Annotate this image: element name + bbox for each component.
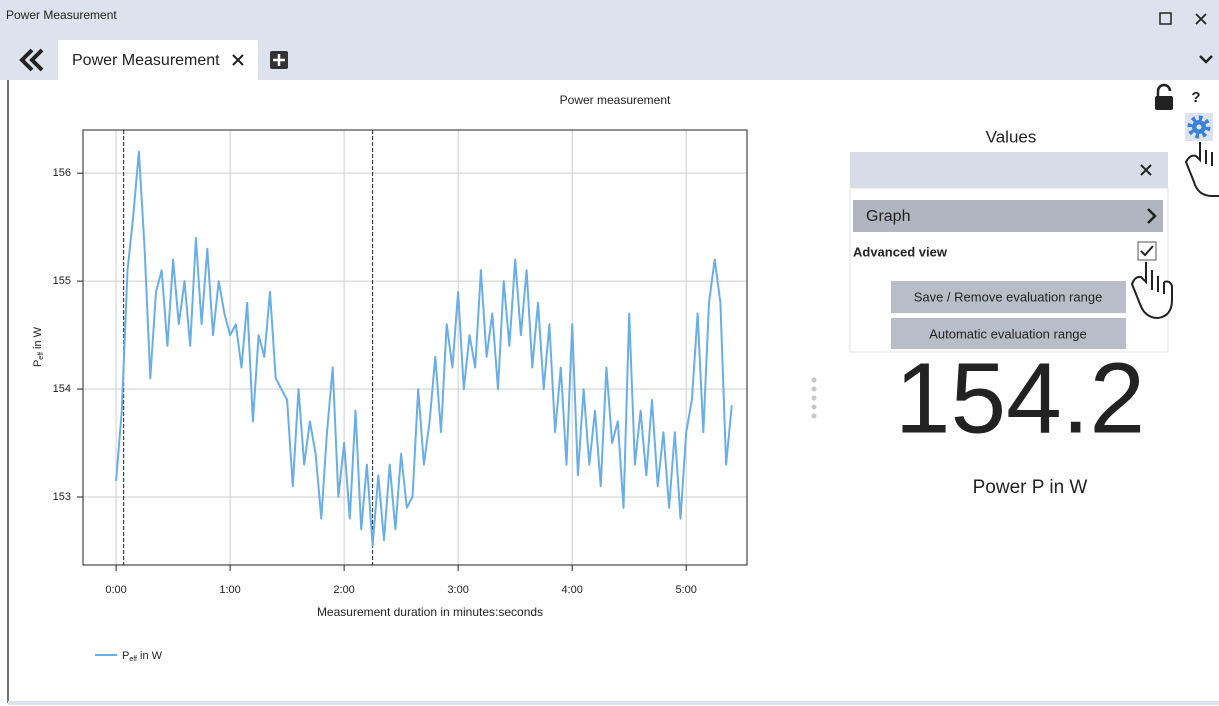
hand-cursor (1184, 142, 1219, 197)
graph-chevron (1147, 208, 1157, 224)
settings-gear-teeth (1187, 115, 1211, 139)
value-display: 154.2 (895, 342, 1145, 454)
checkmark (1140, 245, 1154, 257)
legend-sub: eff (129, 656, 137, 663)
legend-main: P (122, 650, 129, 662)
panel-title: Values (986, 127, 1037, 146)
legend-label: Peff in W (122, 650, 163, 663)
x-axis-label: Measurement duration in minutes:seconds (317, 605, 543, 619)
plot-frame (82, 129, 748, 566)
tab-label: Power Measurement (72, 52, 220, 69)
x-tick-label: 5:00 (675, 584, 696, 596)
collapse-button[interactable] (19, 48, 44, 72)
advanced-label: Advanced view (853, 244, 948, 259)
window-title: Power Measurement (6, 8, 117, 22)
panel-header (850, 152, 1168, 188)
settings-gear-hole (1196, 124, 1202, 130)
x-tick-label: 2:00 (333, 584, 354, 596)
y-tick-label: 156 (53, 167, 71, 179)
y-label-main: P (32, 360, 44, 367)
close-button[interactable] (1195, 13, 1207, 25)
hand-cursor (1130, 262, 1173, 320)
x-tick-label: 3:00 (447, 584, 468, 596)
save-range-label: Save / Remove evaluation range (914, 289, 1103, 304)
auto-range-button[interactable] (891, 318, 1126, 349)
chart-title: Power measurement (560, 93, 671, 107)
x-tick-label: 4:00 (561, 584, 582, 596)
plot: 0:00 1:00 2:00 3:00 4:00 5:00 153 154 155 156 (53, 130, 747, 596)
advanced-checkbox[interactable] (1137, 241, 1157, 261)
dropdown[interactable] (1199, 55, 1213, 64)
y-tick-label: 153 (53, 491, 71, 503)
x-tick-label: 0:00 (105, 584, 126, 596)
graph-row[interactable] (853, 200, 1163, 232)
value-caption: Power P in W (973, 477, 1088, 498)
tab-close[interactable] (232, 54, 244, 66)
x-tick-label: 1:00 (219, 584, 240, 596)
graph-label: Graph (866, 208, 910, 225)
y-tick-label: 154 (53, 383, 71, 395)
save-range-button[interactable] (891, 281, 1126, 313)
tab[interactable] (58, 40, 258, 80)
legend-unit: in W (137, 650, 163, 662)
maximize-button[interactable] (1159, 12, 1172, 25)
y-axis-label: Peff in W (32, 326, 45, 367)
lock-shackle (1156, 83, 1172, 96)
y-label-sub: eff (38, 352, 45, 360)
data-line (115, 150, 733, 547)
panel-close[interactable] (1140, 164, 1152, 176)
help-icon[interactable]: ? (1191, 89, 1200, 106)
auto-range-label: Automatic evaluation range (929, 326, 1087, 341)
y-label-unit: in W (32, 326, 44, 352)
lock-icon[interactable] (1155, 96, 1173, 110)
drag-handle[interactable] (811, 377, 817, 419)
y-tick-label: 155 (53, 275, 71, 287)
add-tab-plus (273, 54, 285, 66)
